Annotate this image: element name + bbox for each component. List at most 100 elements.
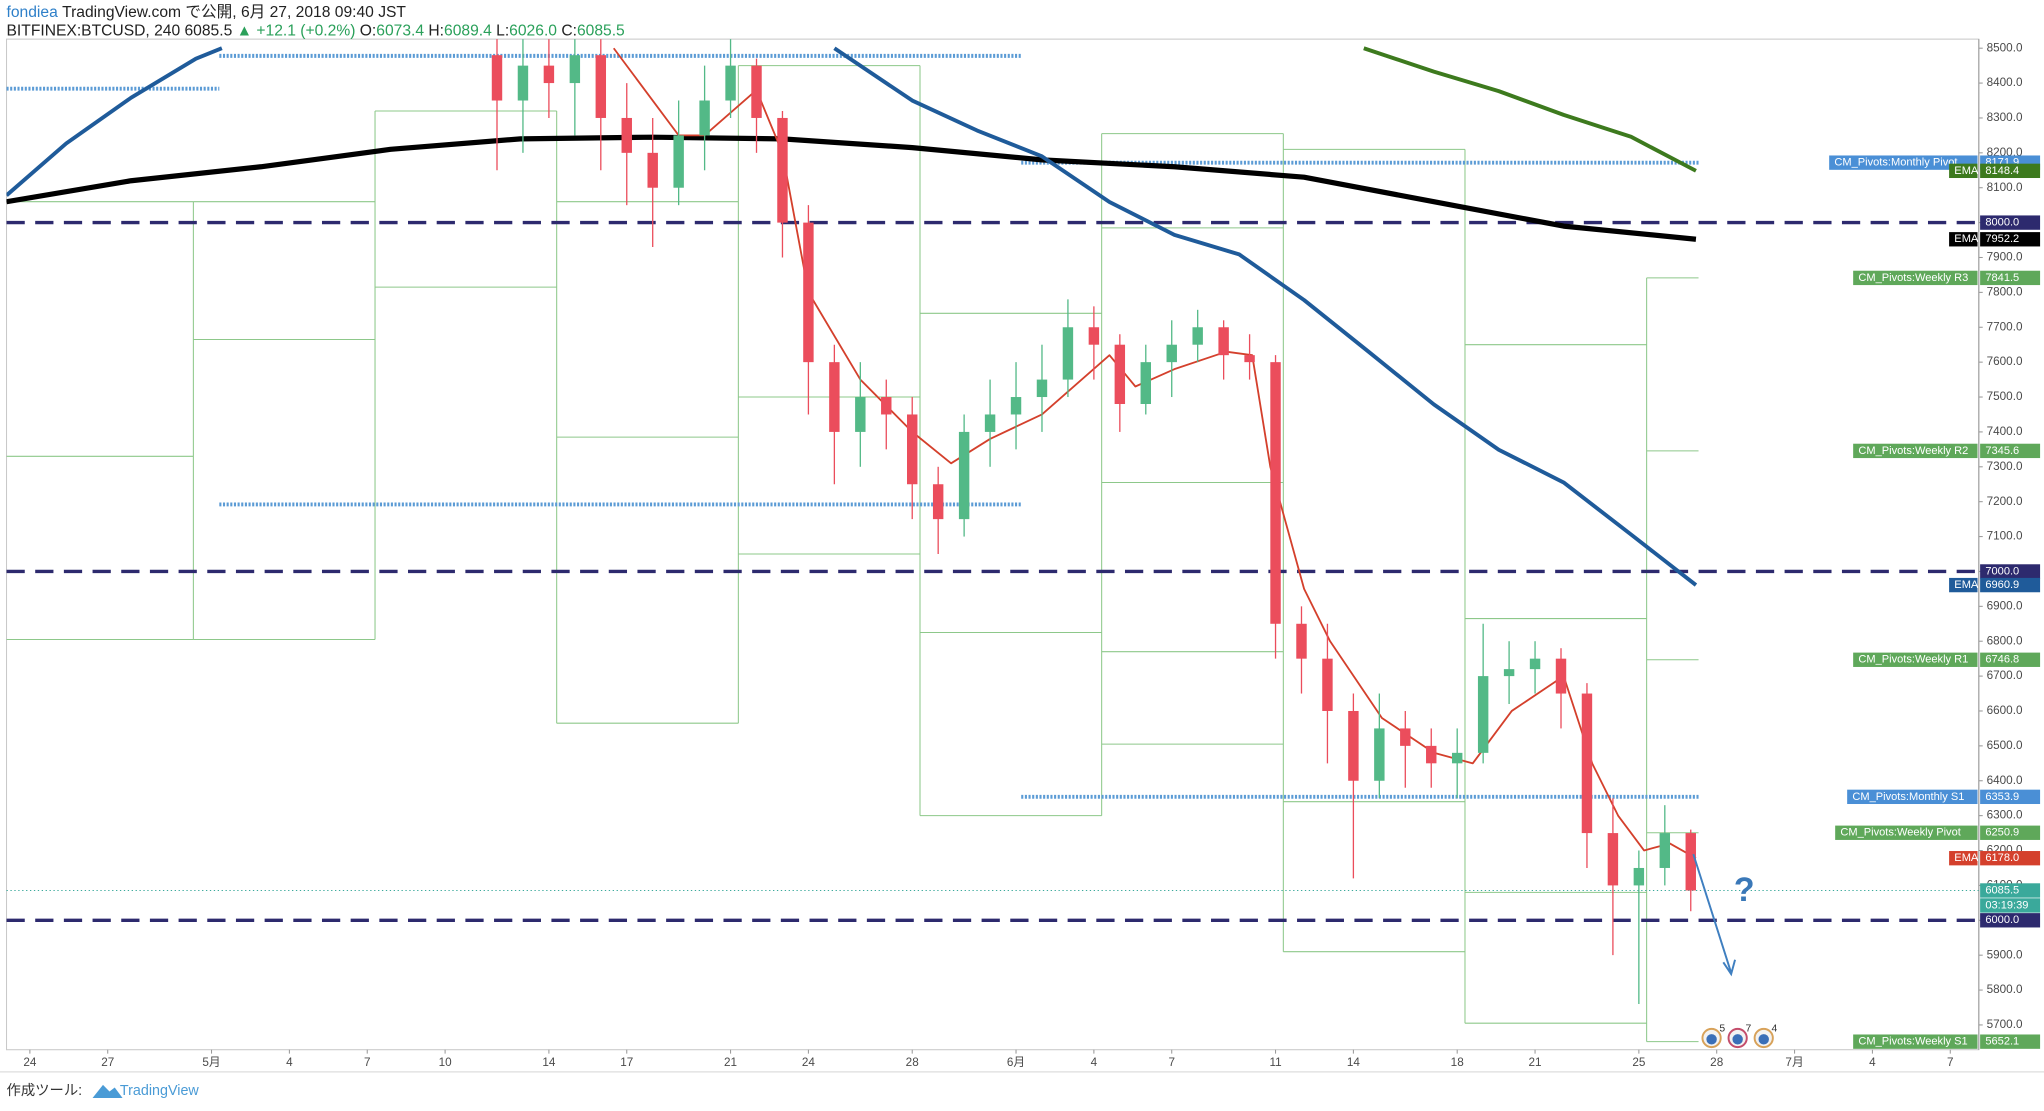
price-label-name: EMA <box>1954 852 1979 864</box>
candle-body <box>1036 379 1048 398</box>
price-label-box <box>1980 825 2041 840</box>
y-tick-label: 7700.0 <box>1987 320 2023 333</box>
price-label-name-box <box>1949 577 1978 593</box>
y-tick-label: 5700.0 <box>1987 1018 2023 1031</box>
candle-body <box>1270 362 1281 624</box>
x-tick-label: 6月 <box>1007 1056 1025 1069</box>
o-value: 6073.4 <box>376 22 424 39</box>
candle-body <box>1322 658 1333 711</box>
x-tick-label: 5月 <box>202 1056 220 1069</box>
ema-line <box>1363 46 1697 173</box>
price-label-name-box <box>1853 270 1978 286</box>
candle-body <box>1010 397 1022 415</box>
event-icon-inner <box>1706 1034 1717 1045</box>
candle-body <box>1529 658 1541 670</box>
price-label-value: 6960.9 <box>1985 579 2019 591</box>
countdown-box <box>1980 898 2041 913</box>
plot <box>6 39 1979 1043</box>
y-tick-label: 6600.0 <box>1987 704 2023 717</box>
candle-body <box>958 431 970 520</box>
candle-body <box>491 55 503 101</box>
candle-body <box>1244 355 1255 363</box>
candle-body <box>1685 833 1696 891</box>
candle-body <box>1296 623 1307 659</box>
y-tick-label: 6500.0 <box>1987 739 2023 752</box>
candle-body <box>1348 710 1359 781</box>
candle-body <box>1140 362 1151 405</box>
y-tick-label: 7300.0 <box>1987 460 2023 473</box>
candle-body <box>1426 745 1437 764</box>
countdown: 03:19:39 <box>1985 899 2028 911</box>
candle-body <box>1400 728 1411 746</box>
price-label-box <box>1980 577 2041 593</box>
price-label-box <box>1980 443 2041 459</box>
price-label-name-box <box>1949 851 1978 866</box>
price-label-value: 7345.6 <box>1985 445 2019 457</box>
l-label: L: <box>496 22 509 39</box>
candle-body <box>621 117 632 153</box>
symbol: BITFINEX:BTCUSD, 240 <box>7 22 181 39</box>
x-tick-label: 7 <box>1947 1056 1954 1069</box>
price-label-name: EMA <box>1954 233 1979 245</box>
candle-body <box>517 65 529 101</box>
candle-body <box>881 397 892 415</box>
candle-body <box>907 414 918 485</box>
price-label-value: 7952.2 <box>1985 233 2019 245</box>
x-tick-label: 24 <box>23 1056 37 1069</box>
candle-body <box>725 65 736 101</box>
footer-brand: TradingView <box>120 1083 199 1099</box>
y-tick-label: 7100.0 <box>1987 530 2023 543</box>
event-icon-inner <box>1758 1034 1769 1045</box>
y-tick-label: 5900.0 <box>1987 948 2023 961</box>
candle-body <box>855 397 866 432</box>
price-label-name-box <box>1853 1034 1978 1049</box>
price-label-name: CM_Pivots:Monthly S1 <box>1852 791 1964 803</box>
price-label-box <box>1980 652 2041 667</box>
candle-body <box>543 65 555 84</box>
event-count: 5 <box>1719 1024 1725 1035</box>
candle-body <box>647 152 658 188</box>
price-label-name: EMA <box>1954 165 1979 177</box>
x-tick-label: 27 <box>101 1056 114 1069</box>
x-tick-label: 14 <box>1347 1056 1361 1069</box>
x-tick-label: 7月 <box>1785 1056 1803 1069</box>
price-label-value: 6085.5 <box>1985 884 2019 896</box>
candle-body <box>1088 327 1100 345</box>
price-label-name: CM_Pivots:Weekly R3 <box>1858 272 1968 284</box>
candle-body <box>932 484 944 520</box>
y-tick-label: 7500.0 <box>1987 390 2023 403</box>
y-tick-label: 8500.0 <box>1987 41 2023 54</box>
x-tick-label: 25 <box>1632 1056 1646 1069</box>
candle-body <box>1633 867 1645 886</box>
published: TradingView.com で公開, 6月 27, 2018 09:40 J… <box>62 4 406 21</box>
ema-line <box>6 134 1697 242</box>
candle-body <box>1607 833 1619 886</box>
event-count: 4 <box>1772 1024 1778 1035</box>
y-tick-label: 6800.0 <box>1987 634 2023 647</box>
price-label-name: CM_Pivots:Monthly Pivot <box>1834 157 1957 169</box>
footer-made-with: 作成ツール: <box>7 1082 83 1099</box>
candle-body <box>595 55 607 118</box>
axes: 5700.05800.05900.06000.06100.06200.06300… <box>23 41 2041 1069</box>
x-tick-label: 11 <box>1269 1056 1281 1069</box>
x-tick-label: 18 <box>1451 1056 1465 1069</box>
y-tick-label: 8100.0 <box>1987 181 2023 194</box>
x-tick-label: 4 <box>1869 1056 1876 1069</box>
c-label: C: <box>561 22 577 39</box>
price-label-box <box>1980 564 2041 579</box>
price-label-name: CM_Pivots:Weekly Pivot <box>1840 827 1960 839</box>
candle-body <box>1477 676 1489 753</box>
y-tick-label: 7200.0 <box>1987 495 2023 508</box>
y-tick-label: 8400.0 <box>1987 76 2023 89</box>
price-label-value: 7841.5 <box>1985 272 2019 284</box>
price-label-box <box>1980 883 2041 898</box>
annotation: ? <box>1734 871 1755 909</box>
y-tick-label: 6300.0 <box>1987 809 2023 822</box>
candle-body <box>1451 752 1463 764</box>
price-label-value: 5652.1 <box>1985 1036 2019 1048</box>
y-tick-label: 6400.0 <box>1987 774 2023 787</box>
x-tick-label: 17 <box>620 1056 633 1069</box>
price-label-box <box>1980 163 2041 179</box>
price-label-name-box <box>1853 443 1978 459</box>
